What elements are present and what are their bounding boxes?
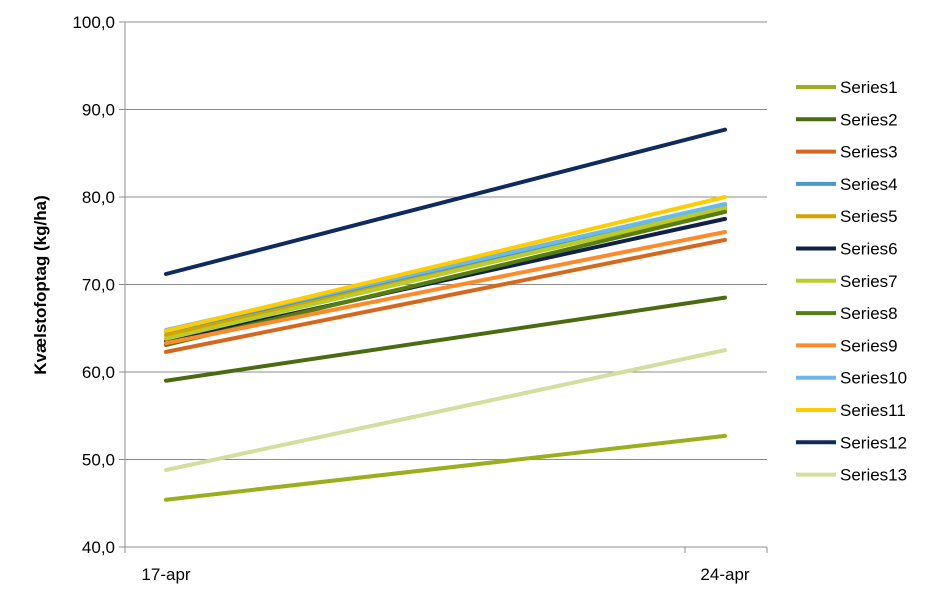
series-line-series7 bbox=[164, 205, 727, 341]
series-line-series3 bbox=[164, 237, 727, 354]
legend-label: Series8 bbox=[840, 304, 898, 323]
y-tick-label: 70,0 bbox=[82, 276, 115, 295]
legend-label: Series3 bbox=[840, 143, 898, 162]
x-tick-label: 24-apr bbox=[700, 565, 749, 584]
series-line-series13 bbox=[164, 348, 727, 472]
legend-label: Series10 bbox=[840, 369, 907, 388]
y-tick-label: 80,0 bbox=[82, 188, 115, 207]
series-line-series12 bbox=[164, 127, 727, 276]
y-tick-label: 90,0 bbox=[82, 101, 115, 120]
legend-label: Series11 bbox=[840, 401, 906, 420]
legend-label: Series12 bbox=[840, 433, 907, 452]
axes: 40,0 50,0 60,0 70,0 80,0 90,0 100,0 17-apr 24-ap… bbox=[72, 13, 768, 584]
legend-label: Series2 bbox=[840, 110, 898, 129]
series-line-series2 bbox=[164, 295, 727, 383]
legend-label: Series6 bbox=[840, 240, 898, 259]
series-line-series11 bbox=[164, 195, 727, 333]
legend-label: Series13 bbox=[840, 466, 907, 485]
y-axis-label: Kvælstofoptag (kg/ha) bbox=[31, 195, 50, 374]
y-tick-label: 60,0 bbox=[82, 363, 115, 382]
gridlines bbox=[125, 21, 767, 460]
legend-label: Series4 bbox=[840, 175, 898, 194]
legend-label: Series9 bbox=[840, 336, 898, 355]
series-line-series9 bbox=[164, 230, 727, 346]
x-tick-label: 17-apr bbox=[141, 565, 190, 584]
y-tick-label: 40,0 bbox=[82, 538, 115, 557]
y-tick-label: 100,0 bbox=[72, 13, 115, 32]
series-line-series1 bbox=[164, 433, 727, 502]
legend-label: Series1 bbox=[840, 78, 898, 97]
series-lines bbox=[164, 127, 727, 502]
legend-label: Series7 bbox=[840, 272, 898, 291]
y-tick-label: 50,0 bbox=[82, 451, 115, 470]
legend: Series1 Series2 Series3 Series4 Series5 Serie… bbox=[796, 78, 907, 485]
legend-label: Series5 bbox=[840, 207, 898, 226]
